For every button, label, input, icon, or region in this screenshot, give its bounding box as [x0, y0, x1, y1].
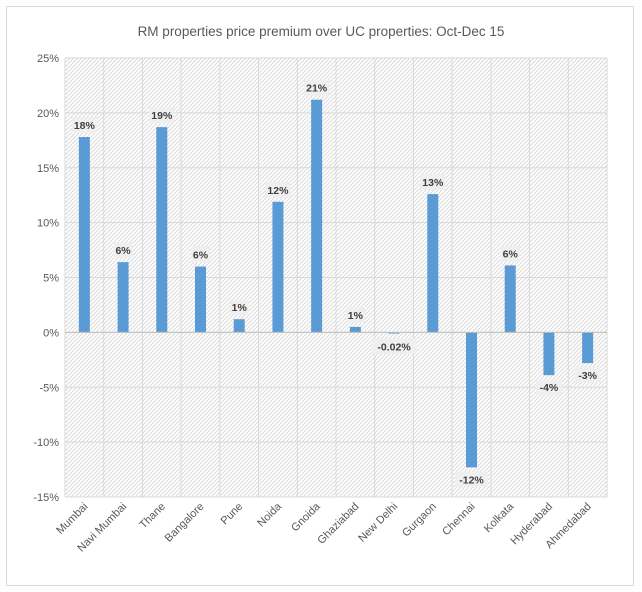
x-tick-label: Pune	[219, 501, 246, 528]
x-tick-label: Gurgaon	[400, 501, 439, 540]
data-label-box	[419, 174, 446, 191]
x-tick-label: Mumbai	[54, 501, 90, 537]
data-label: 18%	[74, 120, 96, 132]
bar	[156, 127, 168, 333]
y-tick-label: 10%	[37, 218, 59, 230]
x-tick-label: Bangalore	[163, 501, 207, 545]
data-label-box	[345, 306, 365, 323]
bar	[504, 265, 516, 333]
bar	[388, 332, 400, 334]
data-label: 1%	[348, 310, 364, 322]
data-label: 12%	[267, 185, 289, 197]
bar	[427, 194, 439, 333]
data-label-box	[229, 299, 249, 316]
y-tick-label: -15%	[33, 492, 59, 504]
data-label-box	[536, 379, 562, 396]
bar	[78, 137, 90, 333]
x-tick-label: Gnoida	[289, 500, 323, 534]
x-tick-label: New Delhi	[356, 501, 400, 545]
bar	[582, 332, 594, 364]
data-label: 6%	[503, 248, 519, 260]
bar	[233, 319, 245, 333]
data-label: 13%	[422, 177, 444, 189]
bar	[349, 326, 361, 333]
data-labels: 18% 6% 19% 6% 1% 12% 21% 1% -0.02% 13% -12% 6% -4% -3…	[71, 79, 601, 488]
y-tick-label: 20%	[37, 108, 59, 120]
x-tick-label: Noida	[255, 500, 284, 529]
x-tick-label: Kolkata	[482, 500, 517, 535]
x-tick-label: Chennai	[440, 501, 477, 538]
data-label: 21%	[306, 83, 328, 95]
data-label: 6%	[115, 245, 131, 257]
data-label: 19%	[151, 110, 173, 122]
data-label: -0.02%	[377, 341, 411, 353]
y-tick-label: 0%	[43, 327, 59, 339]
data-label: 1%	[232, 302, 248, 314]
data-label: -12%	[459, 474, 484, 486]
y-tick-label: 25%	[37, 53, 59, 65]
x-tick-label: Thane	[137, 501, 168, 532]
bar	[272, 201, 284, 333]
bar	[195, 266, 206, 333]
data-label-box	[500, 245, 520, 262]
chart-title: RM properties price premium over UC prop…	[137, 24, 505, 39]
y-tick-label: -10%	[33, 437, 59, 449]
data-label-box	[455, 471, 488, 488]
bar	[117, 262, 129, 333]
data-label: -4%	[540, 382, 559, 394]
data-label-box	[574, 367, 601, 384]
bars	[78, 99, 594, 468]
y-tick-label: 15%	[37, 163, 59, 175]
data-label: 6%	[193, 250, 209, 262]
y-tick-label: -5%	[39, 382, 59, 394]
bar	[466, 332, 477, 468]
bar	[543, 332, 555, 376]
x-tick-label: Ghaziabad	[315, 501, 361, 547]
y-axis: 25% 20% 15% 10% 5% 0% -5% -10% -15%	[33, 53, 59, 504]
data-label-box	[71, 117, 98, 134]
y-tick-label: 5%	[43, 273, 59, 285]
data-label-box	[113, 242, 133, 259]
data-label: -3%	[578, 370, 597, 382]
bar	[311, 99, 323, 333]
data-label-box	[265, 181, 291, 198]
data-label-box	[148, 107, 175, 124]
data-label-box	[371, 338, 417, 355]
data-label-box	[190, 246, 211, 263]
data-label-box	[303, 79, 330, 96]
